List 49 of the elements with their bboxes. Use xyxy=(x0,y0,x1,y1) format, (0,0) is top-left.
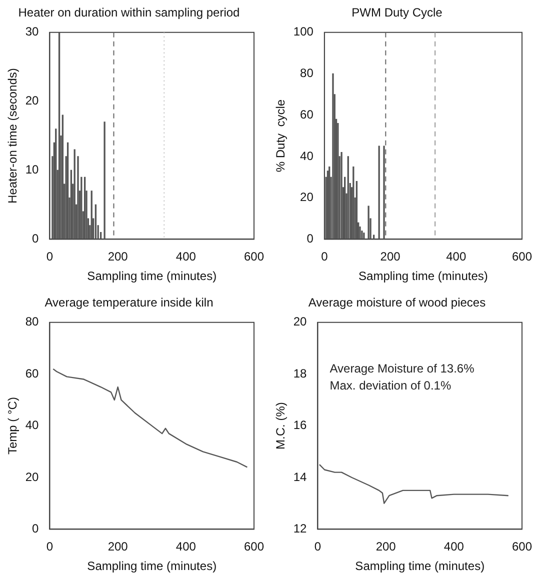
y-tick-label: 0 xyxy=(32,522,40,536)
y-tick-label: 60 xyxy=(300,107,314,122)
annotation: Max. deviation of 0.1% xyxy=(330,378,452,392)
x-tick-label: 400 xyxy=(176,540,196,554)
y-tick-label: 0 xyxy=(306,232,314,246)
x-tick-label: 200 xyxy=(380,250,401,264)
y-tick-label: 40 xyxy=(300,148,314,163)
chart-title: Heater on duration within sampling period xyxy=(18,6,240,20)
x-axis-title: Sampling time (minutes) xyxy=(355,559,485,574)
y-tick-label: 20 xyxy=(25,470,40,484)
x-tick-label: 0 xyxy=(46,540,54,554)
x-tick-label: 400 xyxy=(176,250,196,264)
y-tick-label: 20 xyxy=(293,314,308,329)
y-axis-title: Temp ( °C) xyxy=(6,397,20,455)
x-tick-label: 200 xyxy=(376,540,396,554)
y-tick-label: 30 xyxy=(25,24,40,39)
y-tick-label: 60 xyxy=(25,366,40,380)
x-axis-title: Sampling time (minutes) xyxy=(87,269,217,284)
y-tick-label: 100 xyxy=(293,24,314,39)
x-tick-label: 400 xyxy=(444,540,464,554)
y-axis-title: M.C. (%) xyxy=(274,402,288,450)
y-tick-label: 20 xyxy=(25,94,40,108)
x-axis-title: Sampling time (minutes) xyxy=(358,269,488,284)
chart-title: PWM Duty Cycle xyxy=(352,6,443,20)
y-axis-title: % Duty cycle xyxy=(274,99,288,172)
annotation: Average Moisture of 13.6% xyxy=(330,361,475,376)
x-tick-label: 600 xyxy=(512,250,532,264)
x-tick-label: 600 xyxy=(512,540,532,554)
y-tick-label: 80 xyxy=(300,66,314,80)
y-tick-label: 14 xyxy=(293,470,308,484)
y-tick-label: 20 xyxy=(300,190,314,204)
x-tick-label: 600 xyxy=(244,540,264,554)
x-tick-label: 200 xyxy=(108,250,128,264)
chart-title: Average temperature inside kiln xyxy=(44,296,214,310)
y-tick-label: 40 xyxy=(25,418,40,432)
y-tick-label: 18 xyxy=(293,366,308,380)
y-tick-label: 12 xyxy=(293,522,308,536)
x-tick-label: 0 xyxy=(321,250,328,264)
x-tick-label: 600 xyxy=(244,250,264,264)
x-tick-label: 400 xyxy=(446,250,466,264)
y-tick-label: 0 xyxy=(32,232,40,246)
y-axis-title: Heater-on time (seconds) xyxy=(6,68,20,204)
x-tick-label: 0 xyxy=(46,250,54,264)
y-tick-label: 80 xyxy=(25,314,40,329)
y-tick-label: 10 xyxy=(25,162,40,177)
y-tick-label: 16 xyxy=(293,418,308,432)
x-tick-label: 200 xyxy=(108,540,128,554)
x-axis-title: Sampling time (minutes) xyxy=(87,559,217,574)
chart-title: Average moisture of wood pieces xyxy=(308,296,486,310)
